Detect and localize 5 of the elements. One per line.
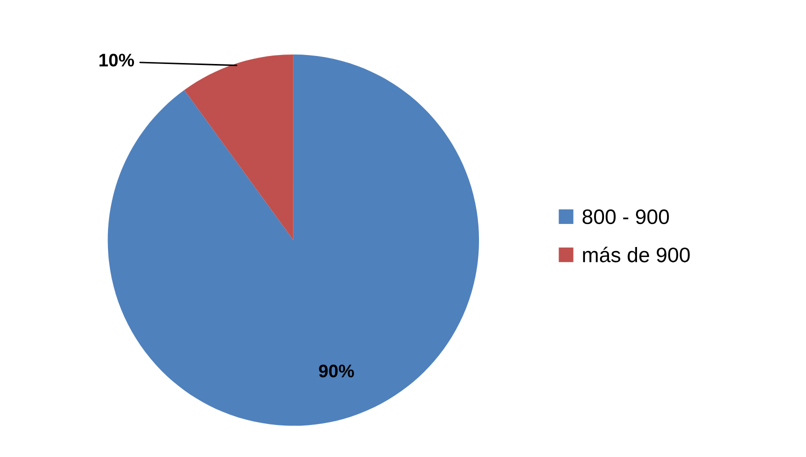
- pie-slice: [184, 54, 294, 240]
- data-label: 10%: [100, 54, 134, 67]
- legend-label: más de 900: [583, 246, 690, 262]
- data-label: 90%: [318, 364, 354, 378]
- legend-label: 800 - 900: [582, 209, 669, 224]
